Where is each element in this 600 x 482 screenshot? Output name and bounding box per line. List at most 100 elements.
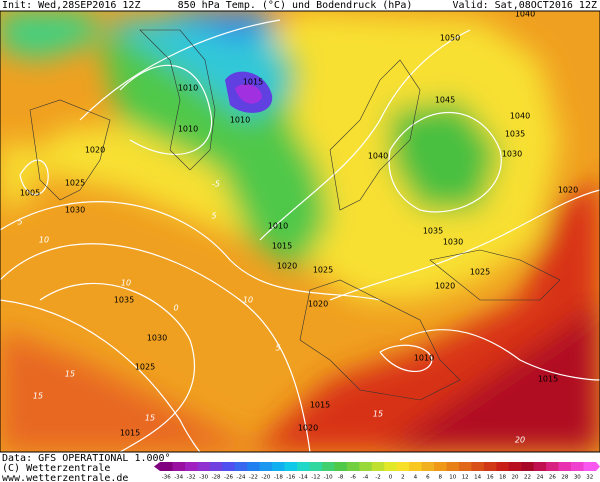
colorbar-tick-label: -4	[363, 475, 369, 481]
isotherm-label: 5	[211, 212, 216, 221]
isobar-label: 1030	[147, 334, 167, 343]
colorbar-tick-label: -8	[338, 475, 344, 481]
colorbar-segment	[546, 462, 559, 471]
colorbar-tick-label: 0	[389, 475, 393, 481]
isobar-label: 1025	[65, 179, 85, 188]
colorbar-segment	[160, 462, 173, 471]
isotherm-label: 10	[243, 296, 253, 305]
isobar-label: 1010	[230, 116, 250, 125]
isobar-label: 1025	[470, 268, 490, 277]
colorbar-tick-label: -6	[350, 475, 356, 481]
colorbar-segment	[521, 462, 535, 471]
colorbar-tick-label: 16	[487, 475, 494, 481]
colorbar-tick-label: 12	[462, 475, 469, 481]
colorbar-tick-label: 14	[474, 475, 481, 481]
colorbar-segment	[471, 462, 485, 471]
isobar-label: 1040	[510, 112, 530, 121]
colorbar-tick-label: 6	[426, 475, 430, 481]
isobar-label: 1015	[272, 242, 292, 251]
isobar-label: 1015	[243, 78, 263, 87]
colorbar-segment	[321, 462, 335, 471]
colorbar-tick-label: 2	[401, 475, 405, 481]
isobars	[0, 19, 600, 452]
colorbar-tick-label: -22	[249, 475, 258, 481]
colorbar-tick-label: -36	[162, 475, 171, 481]
colorbar-tick-label: -10	[324, 475, 333, 481]
isobar-label: 1025	[313, 266, 333, 275]
isobar-label: 1040	[515, 10, 535, 19]
colorbar-tick-label: 22	[524, 475, 531, 481]
colorbar-segment	[446, 462, 460, 471]
isobar-label: 1005	[20, 189, 40, 198]
isotherm-label: 15	[145, 414, 155, 423]
isobar-label: 1010	[414, 354, 434, 363]
isobar-label: 1025	[135, 363, 155, 372]
isobar-label: 1015	[538, 375, 558, 384]
colorbar-segment	[297, 462, 310, 471]
isobar-label: 1015	[120, 429, 140, 438]
data-source: Data: GFS OPERATIONAL 1.000°	[2, 453, 171, 464]
colorbar-tick-label: -26	[224, 475, 233, 481]
valid-time: Valid: Sat,08OCT2016 12Z	[453, 0, 598, 11]
isobar-label: 1030	[502, 150, 522, 159]
colorbar-tick-label: 32	[586, 475, 593, 481]
isobar-label: 1045	[435, 96, 455, 105]
colorbar-segment	[396, 462, 410, 471]
colorbar-tick-label: -18	[274, 475, 283, 481]
colorbar-tick-label: -24	[236, 475, 245, 481]
colorbar-segment	[571, 462, 584, 471]
isotherm-label: 5	[17, 218, 22, 227]
colorbar-segment	[434, 462, 447, 471]
isobar-label: 1020	[298, 424, 318, 433]
colorbar-segment	[222, 462, 236, 471]
colorbar-segment	[558, 462, 572, 471]
map-field	[0, 11, 600, 452]
colorbar-segment	[334, 462, 348, 471]
colorbar-tick-label: -2	[375, 475, 380, 481]
isotherm-label: 15	[33, 392, 43, 401]
colorbar-segment	[184, 462, 198, 471]
isobar-label: 1020	[308, 300, 328, 309]
colorbar-tick-label: 24	[536, 475, 543, 481]
colorbar-segment	[284, 462, 298, 471]
colorbar-tick-label: -30	[199, 475, 208, 481]
colorbar-tick-label: 8	[439, 475, 443, 481]
colorbar-segment	[533, 462, 547, 471]
colorbar-segment	[583, 462, 597, 471]
isobar-label: 1020	[85, 146, 105, 155]
colorbar-segment	[209, 462, 223, 471]
colorbar-tick-label: 30	[574, 475, 581, 481]
colorbar-segment	[421, 462, 435, 471]
isobar-label: 1020	[277, 262, 297, 271]
isobar-label: 1020	[435, 282, 455, 291]
isobar-label: 1010	[268, 222, 288, 231]
colorbar-tick-label: -14	[299, 475, 308, 481]
isotherm-label: 10	[121, 279, 131, 288]
colorbar-segment	[259, 462, 273, 471]
colorbar-arrow-right	[596, 462, 600, 471]
colorbar-segment	[234, 462, 248, 471]
colorbar-tick-label: 28	[561, 475, 568, 481]
colorbar-segment	[247, 462, 260, 471]
colorbar-segment	[359, 462, 373, 471]
colorbar: -36 -34 -32 -30 -28 -26 -24 -22 -20 -18 -16 -14 -12-…	[154, 462, 600, 481]
colorbar-tick-label: 20	[512, 475, 519, 481]
colorbar-segment	[508, 462, 522, 471]
isotherm-label: 20	[515, 436, 525, 445]
init-time: Init: Wed,28SEP2016 12Z	[2, 0, 140, 11]
map-title: 850 hPa Temp. (°C) und Bodendruck (hPa)	[178, 0, 413, 11]
isobar-label: 1035	[423, 227, 443, 236]
map-frame	[0, 10, 600, 453]
colorbar-segment	[496, 462, 510, 471]
colorbar-tick-label: 26	[549, 475, 556, 481]
colorbar-segment	[384, 462, 397, 471]
isobar-label: 1040	[368, 152, 388, 161]
website: www.wetterzentrale.de	[2, 473, 128, 482]
colorbar-segment	[197, 462, 211, 471]
isobar-label: 1020	[558, 186, 578, 195]
colorbar-segment	[309, 462, 323, 471]
coastlines	[29, 29, 561, 401]
colorbar-segment	[172, 462, 186, 471]
isotherm-label: 15	[373, 410, 383, 419]
